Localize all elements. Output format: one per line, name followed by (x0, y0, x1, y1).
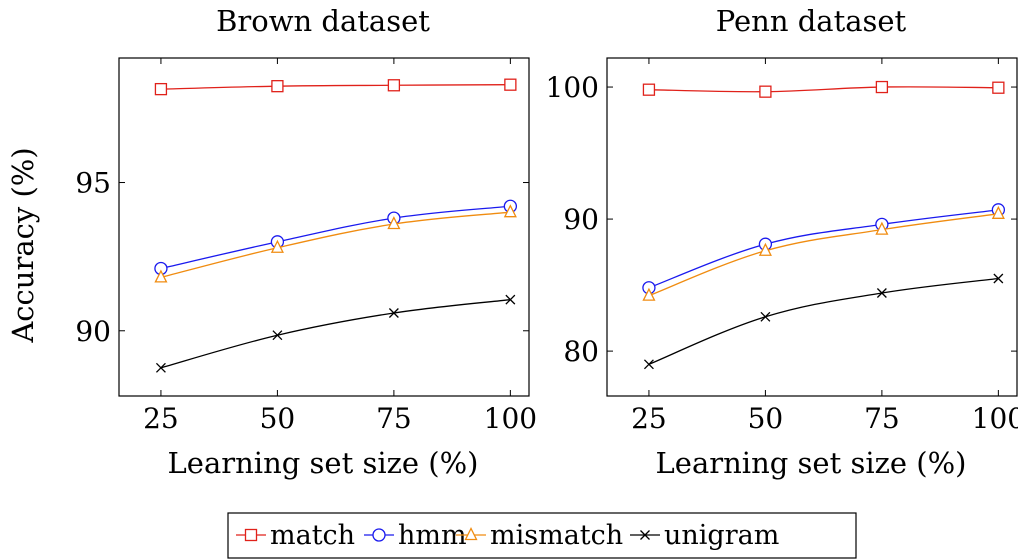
brown-hmm-line (160, 205, 511, 270)
brown-x-tick-label: 50 (260, 402, 296, 435)
brown-plot-frame (118, 57, 530, 397)
penn-match-line (648, 86, 999, 93)
penn-mismatch-point (991, 205, 1005, 219)
penn-x-tick-label: 75 (864, 402, 900, 435)
legend-hmm-marker (372, 528, 386, 542)
brown-series (154, 78, 518, 373)
penn-unigram-point (643, 359, 654, 370)
brown-unigram-point (272, 330, 283, 341)
penn-mismatch-point (875, 221, 889, 235)
brown-unigram-line (160, 298, 511, 369)
penn-plot-frame (606, 57, 1018, 397)
brown-match-point (154, 82, 168, 96)
brown-unigram-point (155, 362, 166, 373)
brown-ticks: 25 50 75 100 90 95 (75, 58, 537, 435)
brown-mismatch-point (270, 239, 284, 253)
legend-mismatch-marker (464, 527, 478, 541)
penn-mismatch-point (758, 242, 772, 256)
penn-match-point (759, 85, 772, 98)
brown-match-line (160, 84, 511, 90)
legend-hmm-label: hmm (398, 520, 467, 551)
legend-match-marker (244, 528, 258, 542)
penn-unigram-point (993, 273, 1004, 284)
brown-x-axis-label: Learning set size (%) (168, 446, 479, 480)
legend-unigram-marker (640, 530, 650, 540)
penn-unigram-point (876, 288, 887, 298)
brown-mismatch-point (387, 216, 401, 230)
brown-unigram-point (505, 294, 516, 305)
penn-x-tick-label: 25 (631, 402, 667, 435)
penn-y-tick-label: 100 (546, 71, 599, 104)
brown-unigram-point (388, 308, 399, 318)
legend-mismatch-label: mismatch (490, 520, 623, 551)
penn-x-tick-label: 100 (972, 402, 1018, 435)
penn-match-point (642, 83, 656, 96)
penn-ticks: 25 50 75 100 80 90 100 (546, 58, 1018, 435)
penn-mismatch-point (642, 287, 656, 301)
brown-y-axis-label: Accuracy (%) (6, 147, 40, 343)
legend-unigram-label: unigram (664, 520, 779, 551)
brown-mismatch-line (160, 211, 511, 279)
brown-x-tick-label: 75 (376, 402, 412, 435)
legend-box (227, 512, 857, 559)
legend-items: match hmm mismatch unigram (236, 520, 779, 551)
penn-chart: Penn dataset Learning set size (%) 25 50 7… (546, 4, 1018, 480)
penn-y-tick-label: 80 (563, 335, 599, 368)
brown-match-point (387, 79, 401, 92)
penn-chart-title: Penn dataset (716, 4, 907, 38)
penn-unigram-point (760, 311, 771, 322)
brown-chart: Brown dataset Learning set size (%) Accu… (6, 4, 537, 480)
penn-mismatch-line (648, 213, 999, 297)
penn-match-point (992, 81, 1005, 94)
brown-x-tick-label: 100 (484, 402, 537, 435)
brown-match-point (271, 80, 284, 93)
penn-x-axis-label: Learning set size (%) (656, 446, 967, 480)
legend: match hmm mismatch unigram (227, 512, 857, 559)
brown-chart-title: Brown dataset (216, 4, 430, 38)
penn-x-tick-label: 50 (748, 402, 784, 435)
brown-mismatch-point (154, 269, 168, 283)
penn-y-tick-label: 90 (563, 203, 599, 236)
penn-hmm-line (648, 209, 999, 289)
brown-y-tick-label: 90 (75, 315, 111, 348)
brown-x-tick-label: 25 (143, 402, 179, 435)
brown-mismatch-point (503, 204, 517, 218)
brown-match-point (504, 78, 517, 91)
penn-match-point (875, 80, 889, 94)
legend-match-label: match (270, 520, 355, 551)
brown-y-tick-label: 95 (75, 167, 111, 200)
penn-series (642, 80, 1006, 370)
penn-unigram-line (648, 277, 999, 365)
